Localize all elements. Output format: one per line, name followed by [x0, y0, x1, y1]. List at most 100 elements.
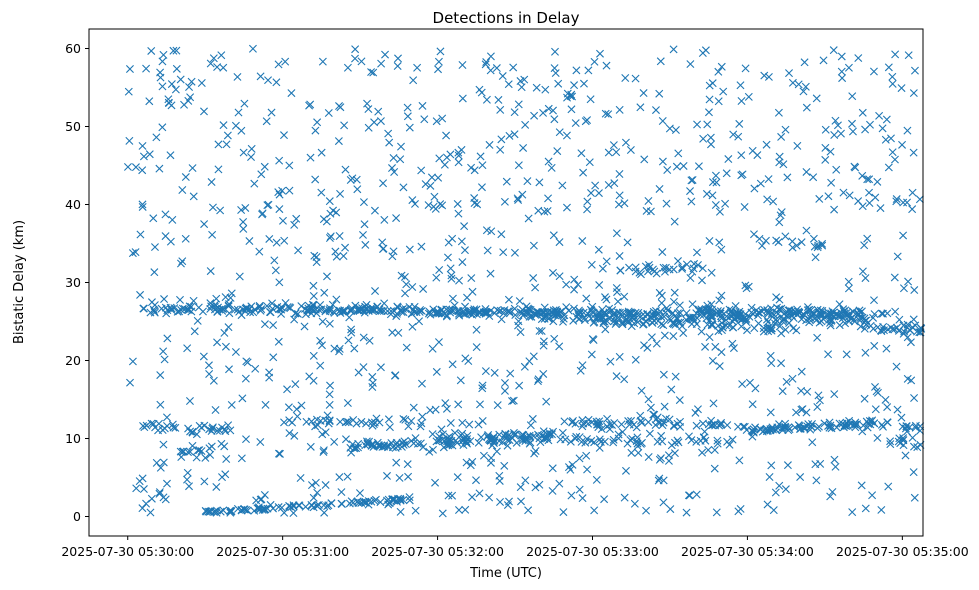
data-point	[436, 47, 445, 56]
data-point	[343, 472, 352, 481]
data-point	[224, 323, 233, 332]
data-point	[367, 303, 376, 312]
data-point	[869, 324, 878, 333]
data-point	[209, 54, 218, 63]
data-point	[643, 343, 652, 352]
data-point	[821, 125, 830, 134]
data-point	[839, 305, 848, 314]
data-point	[269, 353, 278, 362]
data-point	[264, 200, 273, 209]
data-point	[306, 153, 315, 162]
data-point	[319, 447, 328, 456]
data-point	[297, 401, 306, 410]
data-point	[640, 155, 649, 164]
data-point	[157, 304, 166, 313]
data-point	[713, 436, 722, 445]
data-point	[200, 107, 208, 116]
data-point	[313, 488, 322, 497]
data-point	[172, 46, 181, 55]
data-point	[878, 124, 887, 133]
data-point	[713, 309, 722, 318]
data-point	[616, 266, 625, 275]
data-point	[347, 325, 356, 334]
data-point	[775, 481, 784, 490]
data-point	[781, 325, 790, 334]
data-point	[175, 307, 184, 316]
data-point	[562, 280, 571, 289]
data-point	[427, 173, 436, 182]
data-point	[658, 421, 667, 430]
data-point	[907, 376, 916, 385]
data-point	[842, 422, 851, 431]
data-point	[563, 93, 572, 102]
data-point	[163, 334, 172, 343]
data-point	[578, 237, 587, 246]
data-point	[311, 126, 320, 135]
data-point	[535, 480, 544, 489]
data-point	[861, 125, 870, 134]
data-point	[725, 440, 734, 449]
data-point	[620, 375, 629, 384]
data-point	[344, 336, 353, 345]
data-point	[587, 314, 596, 323]
data-point	[544, 104, 553, 113]
data-point	[871, 405, 880, 414]
data-point	[749, 425, 758, 434]
data-point	[612, 229, 621, 238]
data-point	[621, 138, 630, 147]
data-point	[644, 395, 653, 404]
data-point	[741, 64, 750, 73]
data-point	[518, 190, 527, 199]
data-point	[162, 479, 171, 488]
data-point	[781, 485, 790, 494]
data-point	[717, 245, 726, 254]
data-point	[873, 433, 882, 442]
data-point	[280, 236, 289, 245]
data-point	[379, 179, 388, 188]
data-point	[555, 272, 564, 281]
data-point	[434, 57, 443, 66]
data-point	[245, 237, 254, 246]
data-point	[138, 141, 147, 150]
data-point	[124, 87, 133, 96]
data-point	[176, 295, 184, 304]
data-point	[280, 508, 289, 517]
data-point	[461, 302, 470, 311]
data-point	[258, 505, 267, 514]
data-point	[653, 437, 662, 446]
data-point	[514, 161, 523, 170]
data-point	[714, 67, 723, 76]
data-point	[587, 350, 596, 359]
data-point	[764, 175, 773, 184]
data-point	[767, 461, 776, 470]
data-point	[519, 143, 528, 152]
data-point	[888, 79, 897, 88]
data-point	[255, 247, 264, 256]
data-point	[747, 303, 756, 312]
data-point	[535, 326, 544, 335]
data-point	[285, 161, 294, 170]
data-point	[772, 293, 781, 302]
data-point	[401, 415, 410, 424]
data-point	[397, 142, 405, 151]
x-tick-label: 2025-07-30 05:35:00	[836, 544, 969, 559]
data-point	[347, 328, 356, 337]
data-point	[188, 427, 197, 436]
data-point	[660, 402, 669, 411]
data-point	[331, 247, 340, 256]
data-point	[562, 131, 571, 140]
data-point	[243, 358, 252, 367]
data-point	[734, 132, 743, 141]
data-point	[602, 61, 611, 70]
data-point	[845, 317, 854, 326]
data-point	[239, 217, 248, 226]
data-point	[824, 192, 833, 201]
data-point	[456, 376, 465, 385]
data-point	[767, 324, 776, 333]
data-point	[431, 309, 440, 318]
data-point	[670, 319, 679, 328]
data-point	[198, 307, 207, 316]
data-point	[760, 71, 769, 80]
data-point	[503, 432, 512, 441]
data-point	[416, 306, 425, 314]
